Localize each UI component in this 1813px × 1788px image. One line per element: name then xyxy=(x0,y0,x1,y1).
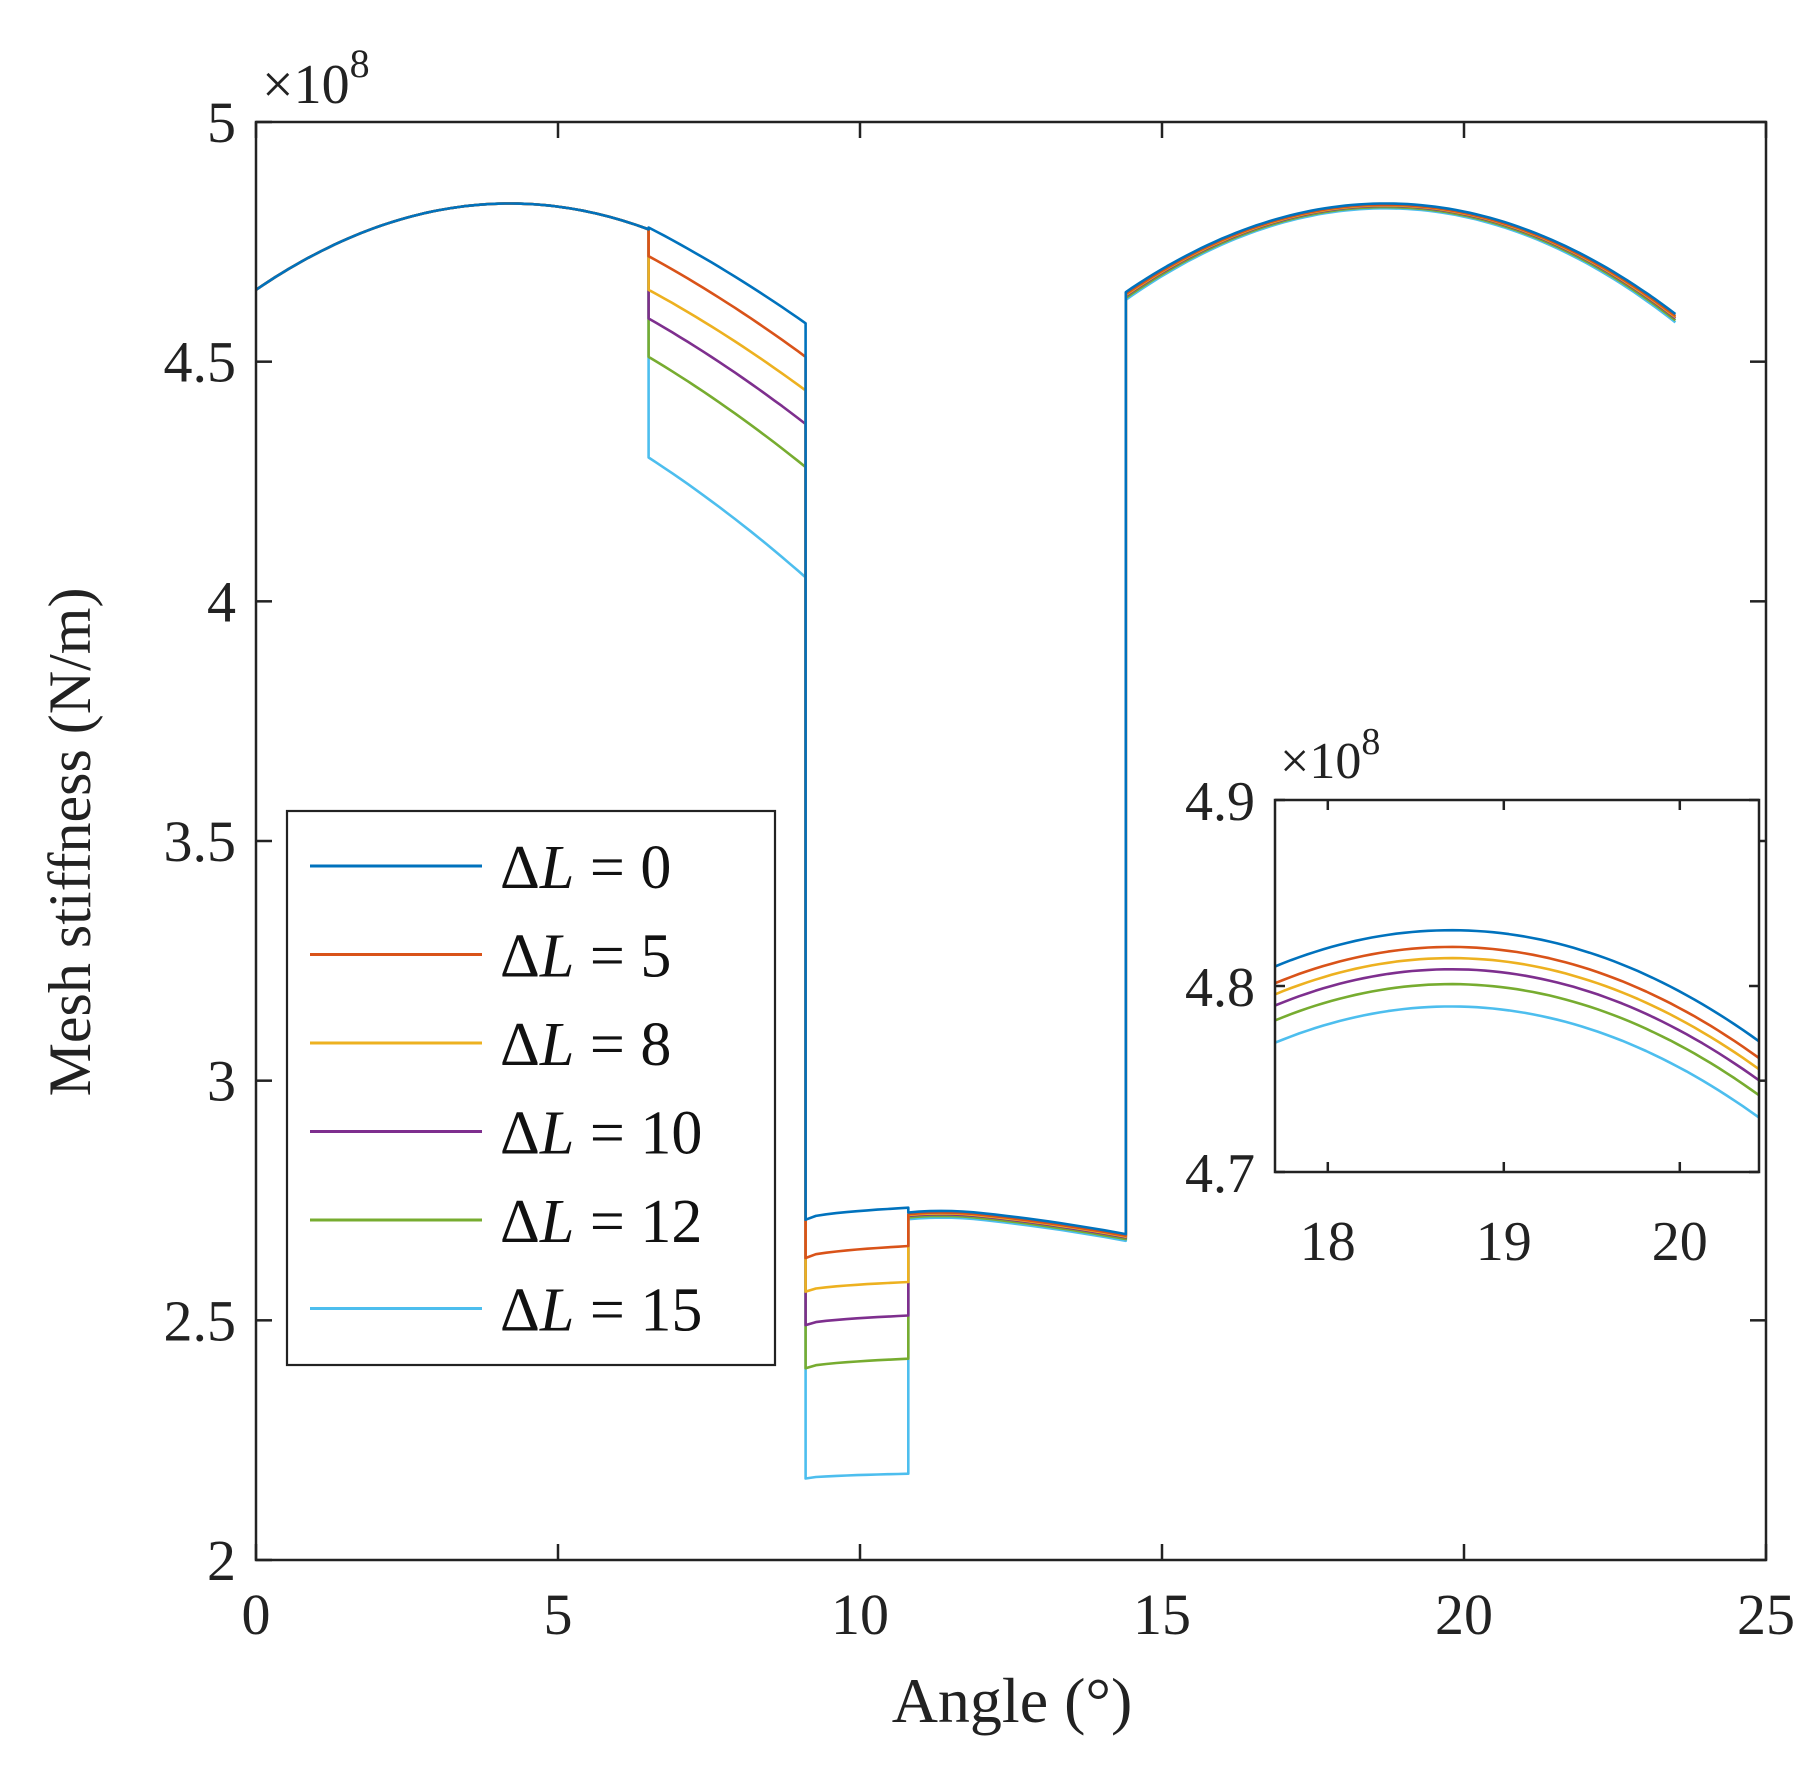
x-tick-label: 10 xyxy=(831,1582,889,1647)
y-tick-label: 2.5 xyxy=(164,1288,237,1353)
legend-label-15: ΔL = 15 xyxy=(500,1277,702,1345)
x-tick-label: 20 xyxy=(1435,1582,1493,1647)
main-exponent-label: ×108 xyxy=(262,41,370,116)
legend-label-8: ΔL = 8 xyxy=(500,1011,671,1079)
x-tick-label: 5 xyxy=(544,1582,573,1647)
main-series-line-0 xyxy=(255,202,1677,1236)
y-tick-label: 4.5 xyxy=(164,330,237,395)
legend-label-10: ΔL = 10 xyxy=(500,1100,702,1168)
x-tick-label: 0 xyxy=(242,1582,271,1647)
inset-series-line xyxy=(1274,968,1760,1082)
inset-x-tick-label: 18 xyxy=(1300,1211,1356,1273)
y-tick-label: 2 xyxy=(207,1528,236,1593)
inset-series-line xyxy=(1274,956,1760,1071)
inset-x-tick-labels: 18 19 20 xyxy=(1300,1211,1708,1273)
main-y-tick-labels: 2 2.5 3 3.5 4 4.5 5 xyxy=(164,90,237,1593)
main-x-tick-labels: 0 5 10 15 20 25 xyxy=(242,1582,1796,1647)
legend-label-5: ΔL = 5 xyxy=(500,923,671,991)
y-axis-title: Mesh stiffness (N/m) xyxy=(37,588,103,1097)
x-tick-label: 25 xyxy=(1737,1582,1795,1647)
inset-background xyxy=(1275,800,1759,1172)
inset-y-tick-label: 4.7 xyxy=(1185,1143,1255,1205)
inset-series-group xyxy=(1274,928,1760,1119)
inset-y-tick-label: 4.8 xyxy=(1185,957,1255,1019)
inset-series-line xyxy=(1274,982,1760,1097)
inset-x-tick-label: 20 xyxy=(1652,1211,1708,1273)
legend-items: ΔL = 0 ΔL = 5 ΔL = 8 ΔL = 10 ΔL = 12 ΔL = 15 xyxy=(310,834,702,1345)
main-ticks xyxy=(254,120,1768,1562)
inset-series-line xyxy=(1274,1005,1760,1119)
inset-series-line xyxy=(1274,928,1760,1043)
main-plot: 0 5 10 15 20 25 22.533.544.55 ×108 Angle (°) … xyxy=(37,41,1795,1736)
y-tick-label: 3.5 xyxy=(164,809,237,874)
inset-y-tick-labels: 4.7 4.8 4.9 xyxy=(1185,771,1255,1205)
x-tick-label: 15 xyxy=(1133,1582,1191,1647)
inset-x-tick-label: 19 xyxy=(1476,1211,1532,1273)
inset-plot: 18 19 20 4.7 4.8 4.9 ×108 xyxy=(1185,721,1761,1273)
inset-y-tick-label: 4.9 xyxy=(1185,771,1255,833)
inset-series-line xyxy=(1274,945,1760,1060)
x-axis-title: Angle (°) xyxy=(892,1665,1133,1736)
legend-label-0: ΔL = 0 xyxy=(500,834,671,902)
legend: ΔL = 0 ΔL = 5 ΔL = 8 ΔL = 10 ΔL = 12 ΔL = 15 xyxy=(285,809,777,1367)
legend-label-12: ΔL = 12 xyxy=(500,1188,702,1256)
inset-exponent-label: ×108 xyxy=(1280,721,1380,790)
y-tick-label: 5 xyxy=(207,90,236,155)
inset-ticks xyxy=(1275,798,1759,1174)
y-tick-label: 3 xyxy=(207,1049,236,1114)
main-series-group xyxy=(255,202,1677,1480)
y-tick-label: 4 xyxy=(207,569,236,634)
legend-box xyxy=(285,809,777,1367)
